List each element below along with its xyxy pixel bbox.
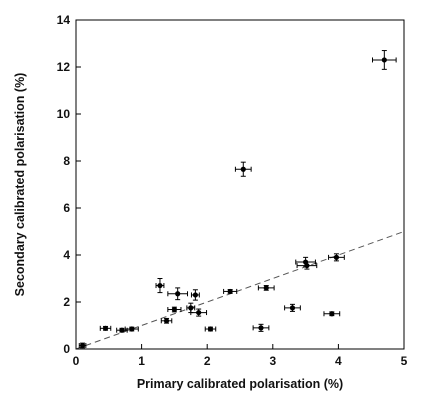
data-point-marker <box>258 325 264 331</box>
data-point <box>257 285 275 291</box>
data-point-marker <box>263 285 269 291</box>
y-tick-label: 0 <box>63 342 70 356</box>
data-point-marker <box>240 166 246 172</box>
data-point <box>78 342 87 349</box>
y-tick-label: 10 <box>57 107 71 121</box>
y-tick-label: 8 <box>63 154 70 168</box>
data-point-marker <box>333 254 340 260</box>
x-tick-label: 1 <box>138 354 145 368</box>
data-point <box>252 323 270 332</box>
x-tick-label: 0 <box>73 354 80 368</box>
data-point-marker <box>192 292 198 298</box>
data-point-marker <box>381 57 387 63</box>
data-point <box>167 287 189 301</box>
data-point-marker <box>227 288 233 295</box>
data-point-marker <box>196 309 202 316</box>
y-tick-label: 4 <box>63 248 70 262</box>
data-point-marker <box>289 305 296 311</box>
data-point <box>204 326 217 332</box>
data-point <box>190 289 200 301</box>
data-point <box>328 253 345 262</box>
x-tick-label: 4 <box>335 354 342 368</box>
data-point-marker <box>207 326 214 332</box>
data-point <box>223 288 238 295</box>
data-point <box>234 161 252 177</box>
data-point <box>284 303 301 312</box>
data-point <box>372 50 397 70</box>
data-point-marker <box>304 262 310 269</box>
y-tick-label: 12 <box>57 60 71 74</box>
data-point-marker <box>79 342 86 349</box>
plot-area-frame <box>75 19 405 350</box>
data-point <box>99 325 112 331</box>
data-points <box>78 50 397 349</box>
data-point <box>190 308 208 317</box>
y-tick-label: 6 <box>63 201 70 215</box>
x-tick-label: 5 <box>401 354 408 368</box>
data-point-marker <box>171 306 177 313</box>
y-tick-label: 2 <box>63 295 70 309</box>
y-tick-label: 14 <box>57 13 71 27</box>
data-point-marker <box>102 325 109 331</box>
data-point-marker <box>175 291 181 297</box>
data-point-marker <box>329 311 335 317</box>
data-point-marker <box>163 318 170 324</box>
data-point <box>167 306 182 313</box>
data-point-marker <box>157 282 163 289</box>
x-tick-label: 3 <box>269 354 276 368</box>
x-tick-label: 2 <box>204 354 211 368</box>
reference-line-layer <box>75 231 405 350</box>
y-axis-label: Secondary calibrated polarisation (%) <box>13 73 27 297</box>
data-point <box>160 317 173 324</box>
x-axis-label: Primary calibrated polarisation (%) <box>137 377 343 391</box>
reference-line <box>75 231 405 350</box>
data-point-marker <box>188 305 194 311</box>
data-point-marker <box>129 326 135 332</box>
data-point <box>296 261 318 270</box>
data-point <box>155 278 165 294</box>
data-point <box>124 326 139 332</box>
data-point <box>323 311 341 317</box>
data-point-marker <box>119 327 125 333</box>
